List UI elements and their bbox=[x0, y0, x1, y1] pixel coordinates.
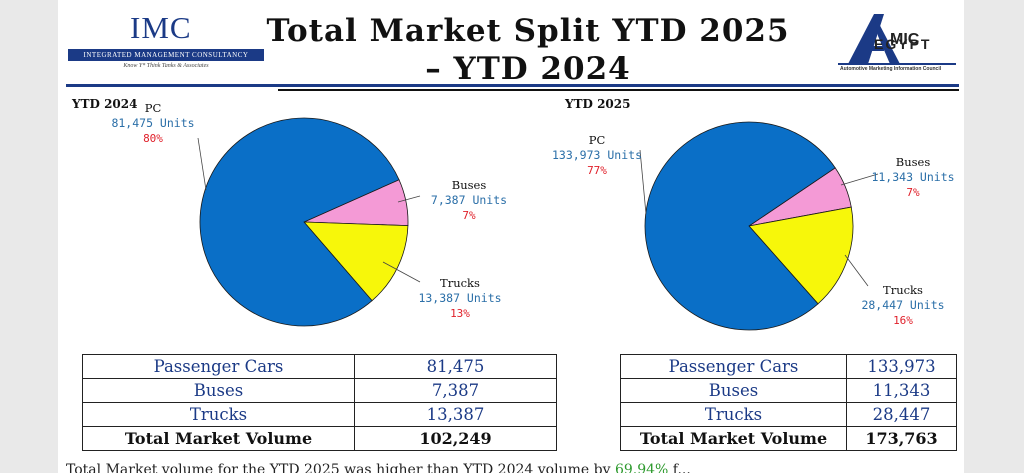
pie-label-percent-pc: 80% bbox=[143, 132, 163, 145]
imc-logo-text: IMC bbox=[130, 10, 192, 45]
pie-label-percent-trucks: 13% bbox=[450, 307, 470, 320]
table-cell-value: 102,249 bbox=[354, 426, 557, 451]
table-row: Buses 7,387 bbox=[82, 378, 557, 403]
volume-table-ytd-2025: Passenger Cars 133,973 Buses 11,343 Truc… bbox=[620, 354, 957, 451]
leader-line-buses bbox=[840, 173, 879, 186]
table-cell-value: 13,387 bbox=[354, 402, 557, 427]
title-line-2: – YTD 2024 bbox=[425, 51, 631, 87]
footer-text-after: f... bbox=[668, 462, 691, 473]
volume-table-ytd-2024: Passenger Cars 81,475 Buses 7,387 Trucks… bbox=[82, 354, 557, 451]
pie-label-units-buses: 11,343 Units bbox=[871, 170, 954, 184]
imc-logo-tagline: Know Y* Think Tanks & Associates bbox=[123, 63, 209, 69]
imc-logo: IMC INTEGRATED MANAGEMENT CONSULTANCY Kn… bbox=[68, 8, 264, 70]
amic-logo-mark: MIC bbox=[838, 14, 956, 65]
table-cell-label: Buses bbox=[82, 378, 355, 403]
chart-title-ytd-2025: YTD 2025 bbox=[565, 97, 631, 111]
footer-text: Total Market volume for the YTD 2025 was… bbox=[66, 462, 691, 473]
pie-label-units-trucks: 13,387 Units bbox=[418, 291, 501, 305]
table-row: Passenger Cars 81,475 bbox=[82, 354, 557, 379]
pie-label-percent-buses: 7% bbox=[462, 209, 476, 222]
pie-label-units-trucks: 28,447 Units bbox=[861, 298, 944, 312]
pie-slice-pc bbox=[199, 117, 400, 327]
table-cell-label: Trucks bbox=[620, 402, 847, 427]
table-cell-value: 133,973 bbox=[846, 354, 957, 379]
pie-label-percent-buses: 7% bbox=[906, 186, 920, 199]
table-cell-label: Passenger Cars bbox=[82, 354, 355, 379]
pie-label-units-buses: 7,387 Units bbox=[431, 193, 507, 207]
page-title: Total Market Split YTD 2025 – YTD 2024 bbox=[258, 12, 798, 88]
leader-line-buses bbox=[397, 195, 421, 203]
pie-slice-trucks bbox=[303, 221, 409, 302]
pie-label-percent-trucks: 16% bbox=[893, 314, 913, 327]
amic-logo: MIC EGYPT Automotive Marketing Informati… bbox=[828, 8, 960, 84]
pie-label-category-pc: PC bbox=[145, 101, 162, 115]
table-cell-label: Total Market Volume bbox=[620, 426, 847, 451]
table-row: Passenger Cars 133,973 bbox=[620, 354, 957, 379]
table-row: Trucks 13,387 bbox=[82, 402, 557, 427]
table-cell-label: Total Market Volume bbox=[82, 426, 355, 451]
pie-label-percent-pc: 77% bbox=[587, 164, 607, 177]
footer-highlight: 69.94% bbox=[614, 462, 669, 473]
amic-logo-subtitle: Automotive Marketing Information Council bbox=[840, 66, 942, 72]
slide: IMC INTEGRATED MANAGEMENT CONSULTANCY Kn… bbox=[58, 0, 964, 473]
pie-label-category-buses: Buses bbox=[452, 178, 487, 192]
leader-line-trucks bbox=[844, 254, 869, 287]
table-cell-value: 11,343 bbox=[846, 378, 957, 403]
table-row-total: Total Market Volume 173,763 bbox=[620, 426, 957, 451]
table-cell-label: Passenger Cars bbox=[620, 354, 847, 379]
table-cell-value: 28,447 bbox=[846, 402, 957, 427]
leader-line-pc bbox=[639, 149, 647, 215]
table-row: Buses 11,343 bbox=[620, 378, 957, 403]
table-cell-value: 7,387 bbox=[354, 378, 557, 403]
header-rule-black bbox=[278, 89, 959, 91]
pie-label-category-trucks: Trucks bbox=[440, 276, 480, 290]
title-line-1: Total Market Split YTD 2025 bbox=[266, 13, 790, 49]
table-cell-value: 173,763 bbox=[846, 426, 957, 451]
imc-logo-bar: INTEGRATED MANAGEMENT CONSULTANCY bbox=[68, 49, 264, 61]
chart-title-ytd-2024: YTD 2024 bbox=[72, 97, 138, 111]
pie-label-units-pc: 133,973 Units bbox=[552, 148, 642, 162]
table-cell-value: 81,475 bbox=[354, 354, 557, 379]
pie-label-category-pc: PC bbox=[589, 133, 606, 147]
pie-slice-trucks bbox=[748, 206, 854, 305]
pie-label-category-buses: Buses bbox=[896, 155, 931, 169]
table-cell-label: Trucks bbox=[82, 402, 355, 427]
leader-line-trucks bbox=[382, 261, 421, 283]
pie-label-category-trucks: Trucks bbox=[883, 283, 923, 297]
footer-text-before: Total Market volume for the YTD 2025 was… bbox=[66, 462, 615, 473]
amic-logo-text: EGYPT bbox=[874, 36, 932, 52]
svg-text:MIC: MIC bbox=[890, 31, 920, 48]
pie-label-units-pc: 81,475 Units bbox=[111, 116, 194, 130]
table-cell-label: Buses bbox=[620, 378, 847, 403]
leader-line-pc bbox=[197, 137, 207, 191]
table-row: Trucks 28,447 bbox=[620, 402, 957, 427]
header-rule-blue bbox=[66, 84, 959, 87]
table-row-total: Total Market Volume 102,249 bbox=[82, 426, 557, 451]
